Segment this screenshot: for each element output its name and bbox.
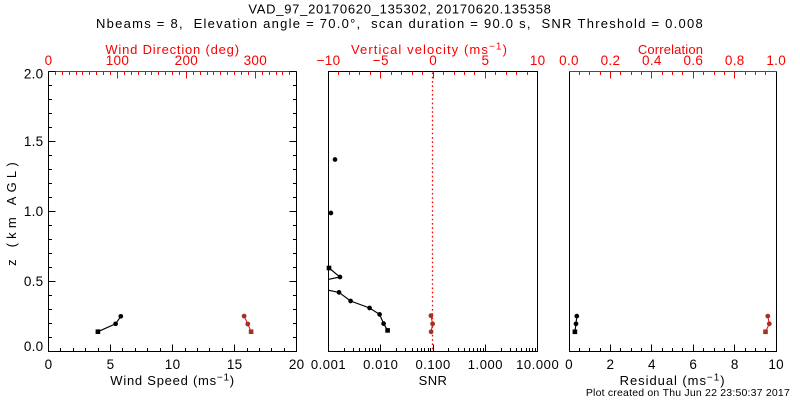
svg-text:Residual (ms−1): Residual (ms−1) bbox=[620, 373, 726, 389]
svg-text:Wind Direction (deg): Wind Direction (deg) bbox=[105, 42, 240, 57]
svg-text:z (km AGL): z (km AGL) bbox=[4, 158, 19, 266]
svg-text:0.0: 0.0 bbox=[559, 53, 579, 68]
svg-text:0.5: 0.5 bbox=[24, 274, 44, 289]
svg-text:0: 0 bbox=[45, 53, 53, 68]
svg-text:0.001: 0.001 bbox=[311, 357, 346, 372]
svg-text:5: 5 bbox=[481, 53, 489, 68]
svg-text:4: 4 bbox=[648, 357, 656, 372]
svg-text:5: 5 bbox=[107, 357, 115, 372]
svg-text:200: 200 bbox=[175, 53, 198, 68]
svg-text:2.0: 2.0 bbox=[24, 67, 44, 82]
svg-text:VAD_97_20170620_135302, 201706: VAD_97_20170620_135302, 20170620.135358 bbox=[248, 2, 551, 17]
svg-text:20: 20 bbox=[289, 357, 305, 372]
svg-text:Nbeams = 8, Elevation angle =: Nbeams = 8, Elevation angle = 70.0°, sca… bbox=[96, 16, 704, 31]
svg-text:0.100: 0.100 bbox=[415, 357, 450, 372]
svg-text:Vertical velocity (ms−1): Vertical velocity (ms−1) bbox=[351, 42, 508, 58]
svg-text:Correlation: Correlation bbox=[638, 42, 703, 57]
svg-text:0.010: 0.010 bbox=[363, 357, 398, 372]
svg-text:0.8: 0.8 bbox=[725, 53, 745, 68]
svg-text:1.000: 1.000 bbox=[468, 357, 503, 372]
svg-text:100: 100 bbox=[106, 53, 129, 68]
svg-text:300: 300 bbox=[244, 53, 267, 68]
svg-text:Plot created on Thu Jun 22 23:: Plot created on Thu Jun 22 23:50:37 2017 bbox=[586, 387, 790, 399]
svg-text:0.6: 0.6 bbox=[683, 53, 703, 68]
svg-text:8: 8 bbox=[731, 357, 739, 372]
svg-text:1.0: 1.0 bbox=[766, 53, 786, 68]
svg-text:Wind Speed (ms−1): Wind Speed (ms−1) bbox=[110, 373, 235, 389]
svg-text:6: 6 bbox=[689, 357, 697, 372]
svg-text:10: 10 bbox=[530, 53, 546, 68]
svg-text:0: 0 bbox=[45, 357, 53, 372]
svg-text:10: 10 bbox=[165, 357, 181, 372]
svg-text:2: 2 bbox=[607, 357, 615, 372]
svg-text:0.4: 0.4 bbox=[642, 53, 662, 68]
svg-text:−5: −5 bbox=[373, 53, 389, 68]
svg-text:−10: −10 bbox=[317, 53, 341, 68]
svg-text:SNR: SNR bbox=[419, 373, 448, 388]
svg-text:1.0: 1.0 bbox=[24, 204, 44, 219]
svg-text:0.2: 0.2 bbox=[601, 53, 621, 68]
svg-text:15: 15 bbox=[227, 357, 243, 372]
svg-text:10: 10 bbox=[768, 357, 784, 372]
svg-text:0: 0 bbox=[565, 357, 573, 372]
svg-text:0.0: 0.0 bbox=[24, 339, 44, 354]
svg-text:0: 0 bbox=[429, 53, 437, 68]
svg-text:1.5: 1.5 bbox=[24, 134, 44, 149]
svg-text:10.000: 10.000 bbox=[516, 357, 559, 372]
